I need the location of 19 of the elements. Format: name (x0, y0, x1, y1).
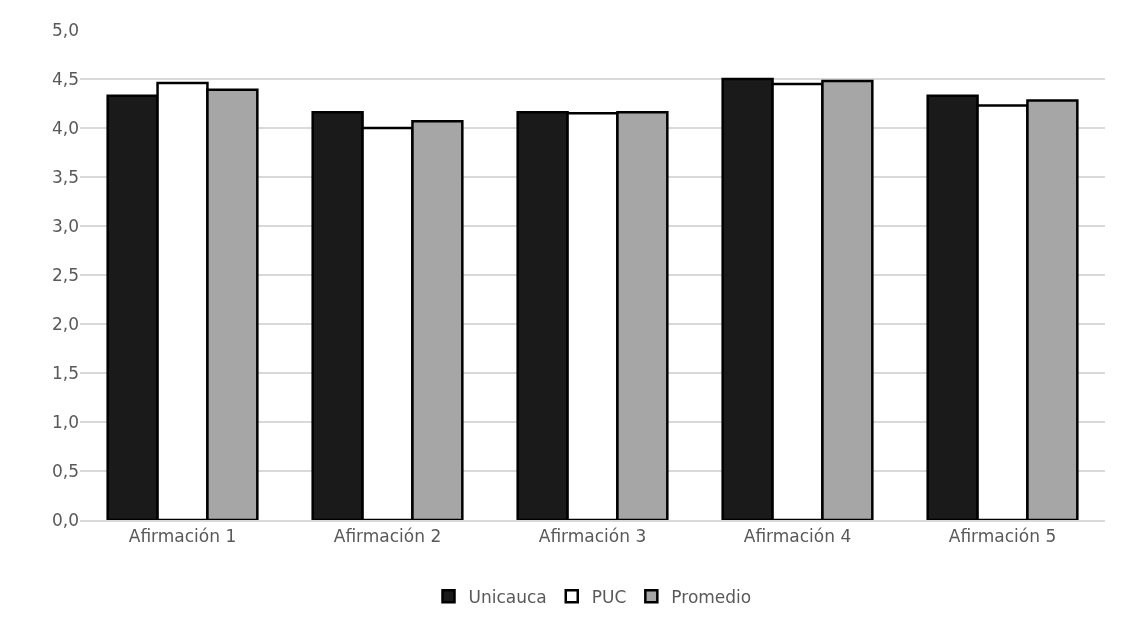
x-tick-label: Afirmación 5 (948, 526, 1057, 547)
y-tick-label: 4,5 (51, 68, 79, 89)
y-tick-label: 0,5 (51, 460, 79, 481)
legend-label: Unicauca (468, 586, 547, 607)
y-tick-label: 3,5 (51, 166, 79, 187)
y-tick-label: 4,0 (51, 117, 79, 138)
x-tick-label: Afirmación 1 (128, 526, 237, 547)
x-tick-label: Afirmación 2 (333, 526, 442, 547)
y-tick-label: 0,0 (51, 509, 79, 530)
y-tick-label: 1,5 (51, 362, 79, 383)
legend-label: PUC (591, 586, 627, 607)
x-tick-label: Afirmación 4 (743, 526, 852, 547)
y-tick-label: 2,5 (51, 264, 79, 285)
legend-label: Promedio (671, 586, 752, 607)
y-tick-label: 2,0 (51, 313, 79, 334)
y-tick-label: 3,0 (51, 215, 79, 236)
y-tick-label: 1,0 (51, 411, 79, 432)
x-tick-label: Afirmación 3 (538, 526, 647, 547)
y-tick-label: 5,0 (51, 19, 79, 40)
